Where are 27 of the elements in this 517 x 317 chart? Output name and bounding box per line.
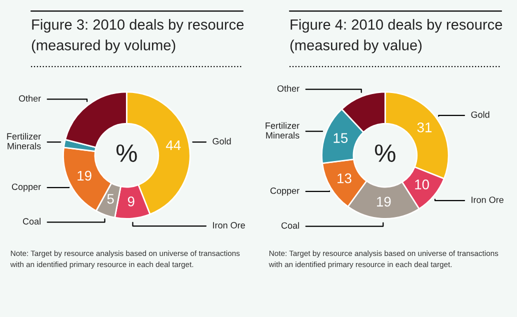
chart-subtitle: (measured by value) (290, 40, 422, 54)
slice-label: Iron Ore (213, 222, 245, 228)
data-label: 10 (415, 180, 429, 190)
slice-label: Iron Ore (472, 196, 504, 204)
slice-label: Other (18, 95, 41, 102)
data-label: 9 (128, 196, 134, 206)
slice-label: Other (277, 85, 300, 92)
chart-title: Figure 3: 2010 deals by resource (32, 19, 244, 33)
slice-label: Copper (270, 188, 300, 196)
chart-subtitle: (measured by volume) (32, 40, 176, 54)
text: % (116, 144, 137, 162)
slice-label: Gold (212, 138, 231, 144)
slice-label: Gold (471, 111, 490, 118)
chart-title: Figure 4: 2010 deals by resource (290, 19, 502, 33)
data-label: 31 (417, 122, 432, 132)
data-label: 44 (166, 140, 181, 150)
slice-label: Copper (12, 184, 41, 192)
data-label: 13 (338, 173, 352, 184)
slice-label: Coal (281, 222, 299, 229)
data-label: 5 (107, 194, 114, 204)
slice-label: Coal (22, 218, 40, 225)
data-label: 15 (334, 133, 348, 143)
data-label: 19 (78, 170, 92, 181)
slice-label: Fertilizer Minerals (7, 132, 41, 150)
text: % (374, 144, 396, 162)
data-label: 19 (377, 196, 391, 207)
slice-label: Fertilizer Minerals (266, 122, 300, 139)
